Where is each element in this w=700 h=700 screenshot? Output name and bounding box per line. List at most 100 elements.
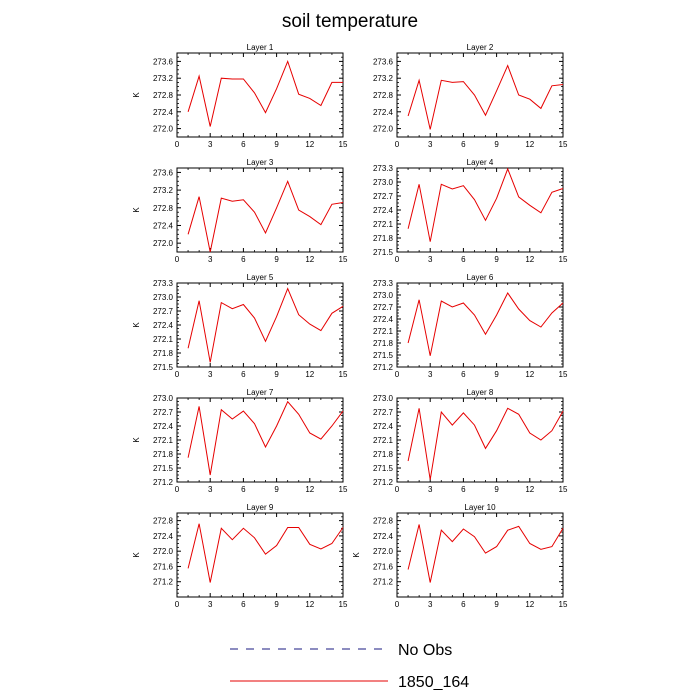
y-tick-label: 271.8 — [153, 450, 174, 459]
y-tick-label: 273.2 — [373, 74, 394, 83]
x-tick-label: 15 — [339, 485, 348, 494]
x-tick-label: 3 — [208, 140, 213, 149]
y-tick-label: 272.7 — [153, 307, 174, 316]
y-tick-label: 272.7 — [373, 408, 394, 417]
y-tick-label: 272.0 — [153, 239, 174, 248]
series-line-1850-164 — [407, 167, 564, 242]
x-tick-label: 9 — [494, 485, 499, 494]
series-line-1850-164 — [407, 524, 564, 583]
panel-title: Layer 9 — [247, 503, 274, 512]
series-line-1850-164 — [187, 179, 344, 253]
y-tick-label: 272.4 — [153, 221, 174, 230]
y-tick-label: 271.5 — [373, 464, 394, 473]
y-tick-label: 273.2 — [153, 186, 174, 195]
x-tick-label: 6 — [461, 255, 466, 264]
y-tick-label: 273.6 — [373, 57, 394, 66]
x-tick-label: 15 — [339, 255, 348, 264]
y-tick-label: 272.1 — [153, 335, 174, 344]
x-tick-label: 15 — [339, 140, 348, 149]
x-tick-label: 9 — [494, 370, 499, 379]
y-tick-label: 273.0 — [373, 291, 394, 300]
y-tick-label: 273.2 — [153, 74, 174, 83]
x-tick-label: 12 — [305, 600, 314, 609]
x-tick-label: 6 — [241, 485, 246, 494]
y-tick-label: 271.2 — [153, 578, 174, 587]
x-tick-label: 15 — [339, 370, 348, 379]
x-tick-label: 0 — [395, 255, 400, 264]
x-tick-label: 12 — [305, 140, 314, 149]
x-tick-label: 15 — [559, 255, 568, 264]
x-tick-label: 3 — [208, 255, 213, 264]
x-tick-label: 3 — [428, 255, 433, 264]
y-tick-label: 271.6 — [153, 562, 174, 571]
series-line-1850-164 — [187, 287, 344, 363]
y-tick-label: 271.8 — [373, 234, 394, 243]
x-tick-label: 12 — [525, 600, 534, 609]
y-tick-label: 272.8 — [373, 517, 394, 526]
y-tick-label: 272.4 — [373, 532, 394, 541]
x-tick-label: 15 — [339, 600, 348, 609]
y-tick-label: 272.1 — [373, 436, 394, 445]
legend-no-obs-label: No Obs — [398, 642, 452, 659]
panel-title: Layer 7 — [247, 388, 274, 397]
y-axis-label: K — [132, 437, 141, 443]
y-tick-label: 273.0 — [153, 293, 174, 302]
y-tick-label: 272.4 — [373, 422, 394, 431]
x-tick-label: 15 — [559, 140, 568, 149]
panel-title: Layer 6 — [467, 273, 494, 282]
x-tick-label: 0 — [395, 485, 400, 494]
panel-title: Layer 3 — [247, 158, 274, 167]
y-tick-label: 272.4 — [153, 422, 174, 431]
panel-title: Layer 5 — [247, 273, 274, 282]
x-tick-label: 0 — [175, 600, 180, 609]
y-tick-label: 272.4 — [373, 206, 394, 215]
y-tick-label: 272.1 — [373, 220, 394, 229]
y-tick-label: 271.2 — [153, 478, 174, 487]
panel-layer-3: Layer 3 K 0 3 6 9 12 15 272.0 272.4 272.8 273.2 273.… — [132, 158, 348, 264]
figure-title: soil temperature — [282, 11, 418, 32]
y-tick-label: 272.1 — [373, 327, 394, 336]
panel-layer-9: Layer 9 K 0 3 6 9 12 15 271.2 271.6 272.0 272.4 272.… — [132, 503, 348, 609]
x-tick-label: 15 — [559, 370, 568, 379]
x-tick-label: 0 — [175, 255, 180, 264]
y-tick-label: 271.8 — [373, 339, 394, 348]
x-tick-label: 9 — [274, 370, 279, 379]
y-tick-label: 271.2 — [373, 478, 394, 487]
x-tick-label: 6 — [241, 140, 246, 149]
x-tick-label: 3 — [208, 600, 213, 609]
y-axis-label: K — [132, 92, 141, 98]
y-tick-label: 271.2 — [373, 363, 394, 372]
y-tick-label: 273.6 — [153, 168, 174, 177]
x-tick-label: 6 — [461, 370, 466, 379]
series-line-1850-164 — [407, 292, 564, 356]
x-tick-label: 3 — [428, 485, 433, 494]
series-line-1850-164 — [187, 523, 344, 583]
y-tick-label: 271.8 — [153, 349, 174, 358]
plot-frame — [176, 52, 344, 138]
x-tick-label: 3 — [428, 370, 433, 379]
y-axis-label: K — [132, 322, 141, 328]
y-tick-label: 273.0 — [373, 394, 394, 403]
x-tick-label: 12 — [525, 370, 534, 379]
x-tick-label: 9 — [274, 600, 279, 609]
x-tick-label: 9 — [274, 485, 279, 494]
x-tick-label: 15 — [559, 600, 568, 609]
x-tick-label: 6 — [461, 485, 466, 494]
panel-title: Layer 4 — [467, 158, 494, 167]
y-tick-label: 273.0 — [373, 178, 394, 187]
y-axis-label: K — [352, 552, 361, 558]
y-tick-label: 271.5 — [153, 464, 174, 473]
y-tick-label: 271.6 — [373, 562, 394, 571]
panel-title: Layer 1 — [247, 43, 274, 52]
x-tick-label: 3 — [428, 600, 433, 609]
panel-layer-7: Layer 7 K 0 3 6 9 12 15 271.2 271.5 271.8 272.1 272.… — [132, 388, 348, 494]
x-tick-label: 6 — [241, 600, 246, 609]
x-tick-label: 0 — [395, 370, 400, 379]
y-tick-label: 272.8 — [153, 204, 174, 213]
x-tick-label: 9 — [274, 140, 279, 149]
y-tick-label: 273.3 — [373, 279, 394, 288]
panel-layer-1: Layer 1 K 0 3 6 9 12 15 272.0 272.4 272.8 273.2 273.… — [132, 43, 348, 149]
y-axis-label: K — [132, 207, 141, 213]
y-tick-label: 272.4 — [373, 315, 394, 324]
panel-layer-2: Layer 2 0 3 6 9 12 15 272.0 272.4 272.8 273.2 273.6 — [373, 43, 568, 149]
